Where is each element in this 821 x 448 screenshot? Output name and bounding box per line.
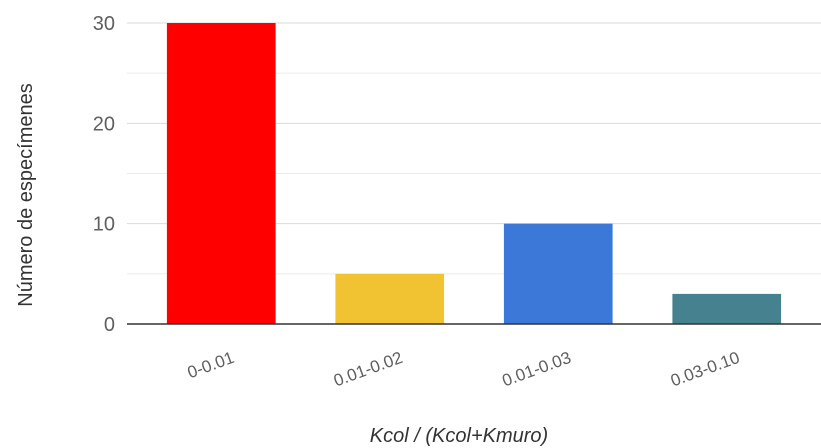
bar-0-0.01: [166, 23, 276, 324]
bars: [166, 23, 782, 324]
x-tick-labels: 0-0.01 0.01-0.02 0.01-0.03 0.03-0.10: [185, 348, 742, 390]
x-tick-label: 0-0.01: [185, 348, 237, 382]
y-tick-label: 30: [93, 13, 115, 35]
x-tick-label: 0.01-0.03: [500, 348, 574, 390]
bar-0.03-0.10: [672, 293, 782, 324]
y-axis-title: Número de especímenes: [15, 83, 37, 306]
y-tick-label: 10: [93, 214, 115, 236]
y-tick-labels: 0 10 20 30: [93, 13, 115, 336]
x-tick-label: 0.03-0.10: [668, 348, 742, 390]
y-tick-label: 20: [93, 113, 115, 135]
x-tick-label: 0.01-0.02: [331, 348, 405, 390]
y-tick-label: 0: [104, 314, 115, 336]
bar-0.01-0.03: [503, 223, 613, 324]
bar-0.01-0.02: [335, 273, 445, 324]
x-axis-title: Kcol / (Kcol+Kmuro): [370, 425, 548, 447]
